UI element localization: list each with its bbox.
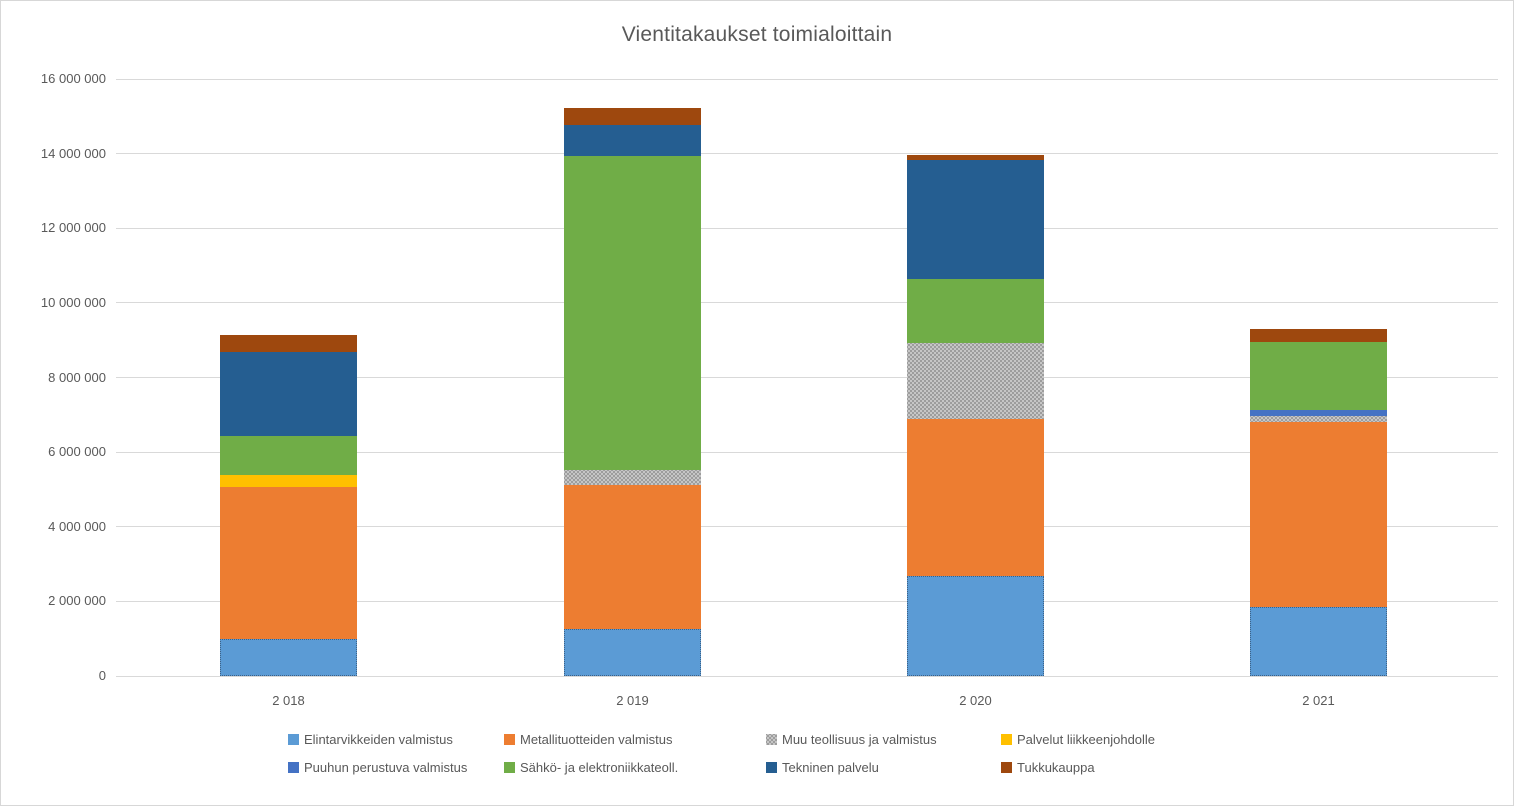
legend-swatch-icon xyxy=(1001,734,1012,745)
legend-swatch-icon xyxy=(288,734,299,745)
chart-title: Vientitakaukset toimialoittain xyxy=(621,23,893,46)
legend-label: Elintarvikkeiden valmistus xyxy=(304,732,453,747)
legend-swatch-icon xyxy=(1001,762,1012,773)
x-axis-tick-label: 2 018 xyxy=(272,693,305,708)
legend-item-7[interactable]: Tekninen palvelu xyxy=(766,760,1001,775)
bar-segment-6[interactable] xyxy=(907,278,1044,343)
legend-label: Puuhun perustuva valmistus xyxy=(304,760,468,775)
x-axis-line xyxy=(116,675,1498,677)
legend-swatch-icon xyxy=(504,762,515,773)
bar-segment-2[interactable] xyxy=(1250,421,1387,607)
gridline xyxy=(116,377,1498,378)
bar-segment-7[interactable] xyxy=(564,124,701,156)
gridline xyxy=(116,302,1498,304)
bar-2021 xyxy=(1250,79,1387,676)
bar-segment-2[interactable] xyxy=(220,486,357,639)
bar-segment-1[interactable] xyxy=(1250,606,1387,676)
bar-2018 xyxy=(220,79,357,676)
y-axis-tick-label: 2 000 000 xyxy=(48,593,106,609)
bar-segment-1[interactable] xyxy=(907,576,1044,676)
bar-segment-8[interactable] xyxy=(907,154,1044,160)
legend: Elintarvikkeiden valmistus Metallituottei… xyxy=(288,732,1221,775)
bar-segment-5[interactable] xyxy=(1250,410,1387,416)
gridline xyxy=(116,600,1498,602)
bar-segment-3[interactable] xyxy=(1250,415,1387,422)
y-axis-tick-label: 6 000 000 xyxy=(48,444,106,460)
gridline xyxy=(116,153,1498,155)
bar-segment-1[interactable] xyxy=(220,638,357,676)
bar-segment-8[interactable] xyxy=(1250,328,1387,342)
legend-item-3[interactable]: Muu teollisuus ja valmistus xyxy=(766,732,1001,747)
bar-segment-8[interactable] xyxy=(220,334,357,353)
bar-2020 xyxy=(907,79,1044,676)
gridline xyxy=(116,451,1498,453)
bar-segment-2[interactable] xyxy=(564,484,701,630)
x-axis-tick-label: 2 020 xyxy=(959,693,992,708)
y-axis-tick-label: 16 000 000 xyxy=(40,71,106,86)
legend-item-4[interactable]: Palvelut liikkeenjohdolle xyxy=(1001,732,1221,747)
x-axis-tick-label: 2 021 xyxy=(1302,693,1335,708)
y-axis-tick-label: 12 000 000 xyxy=(40,220,106,236)
bar-segment-4[interactable] xyxy=(220,474,357,487)
bar-segment-6[interactable] xyxy=(564,155,701,470)
bar-segment-3[interactable] xyxy=(907,342,1044,419)
legend-label: Tekninen palvelu xyxy=(782,760,879,775)
legend-label: Palvelut liikkeenjohdolle xyxy=(1017,732,1156,747)
gridline xyxy=(116,227,1498,229)
bar-2019 xyxy=(564,79,701,676)
y-axis-tick-label: 4 000 000 xyxy=(48,518,106,534)
y-axis-tick-label: 14 000 000 xyxy=(40,145,106,161)
gridline xyxy=(116,526,1498,528)
bar-segment-7[interactable] xyxy=(220,352,357,437)
gridline xyxy=(116,78,1498,80)
bar-segment-2[interactable] xyxy=(907,418,1044,577)
bar-segment-7[interactable] xyxy=(907,159,1044,279)
plot-area xyxy=(116,78,1498,677)
y-axis-tick-label: 8 000 000 xyxy=(48,369,106,385)
legend-label: Tukkukauppa xyxy=(1017,760,1095,775)
legend-swatch-icon xyxy=(766,762,777,773)
y-axis-tick-label: 10 000 000 xyxy=(40,294,106,310)
bar-segment-6[interactable] xyxy=(220,436,357,475)
bar-segment-8[interactable] xyxy=(564,108,701,125)
legend-label: Metallituotteiden valmistus xyxy=(520,732,673,747)
bar-segment-3[interactable] xyxy=(564,469,701,485)
legend-item-8[interactable]: Tukkukauppa xyxy=(1001,760,1221,775)
legend-item-5[interactable]: Puuhun perustuva valmistus xyxy=(288,760,504,775)
x-axis-tick-label: 2 019 xyxy=(616,693,649,708)
y-axis-tick-label: 0 xyxy=(98,668,106,683)
legend-item-2[interactable]: Metallituotteiden valmistus xyxy=(504,732,766,747)
bar-segment-1[interactable] xyxy=(564,629,701,676)
legend-label: Sähkö- ja elektroniikkateoll. xyxy=(520,760,679,775)
legend-swatch-icon xyxy=(766,734,777,745)
legend-swatch-icon xyxy=(288,762,299,773)
legend-item-1[interactable]: Elintarvikkeiden valmistus xyxy=(288,732,504,747)
legend-item-6[interactable]: Sähkö- ja elektroniikkateoll. xyxy=(504,760,766,775)
legend-swatch-icon xyxy=(504,734,515,745)
bar-segment-6[interactable] xyxy=(1250,341,1387,411)
legend-label: Muu teollisuus ja valmistus xyxy=(782,732,937,747)
